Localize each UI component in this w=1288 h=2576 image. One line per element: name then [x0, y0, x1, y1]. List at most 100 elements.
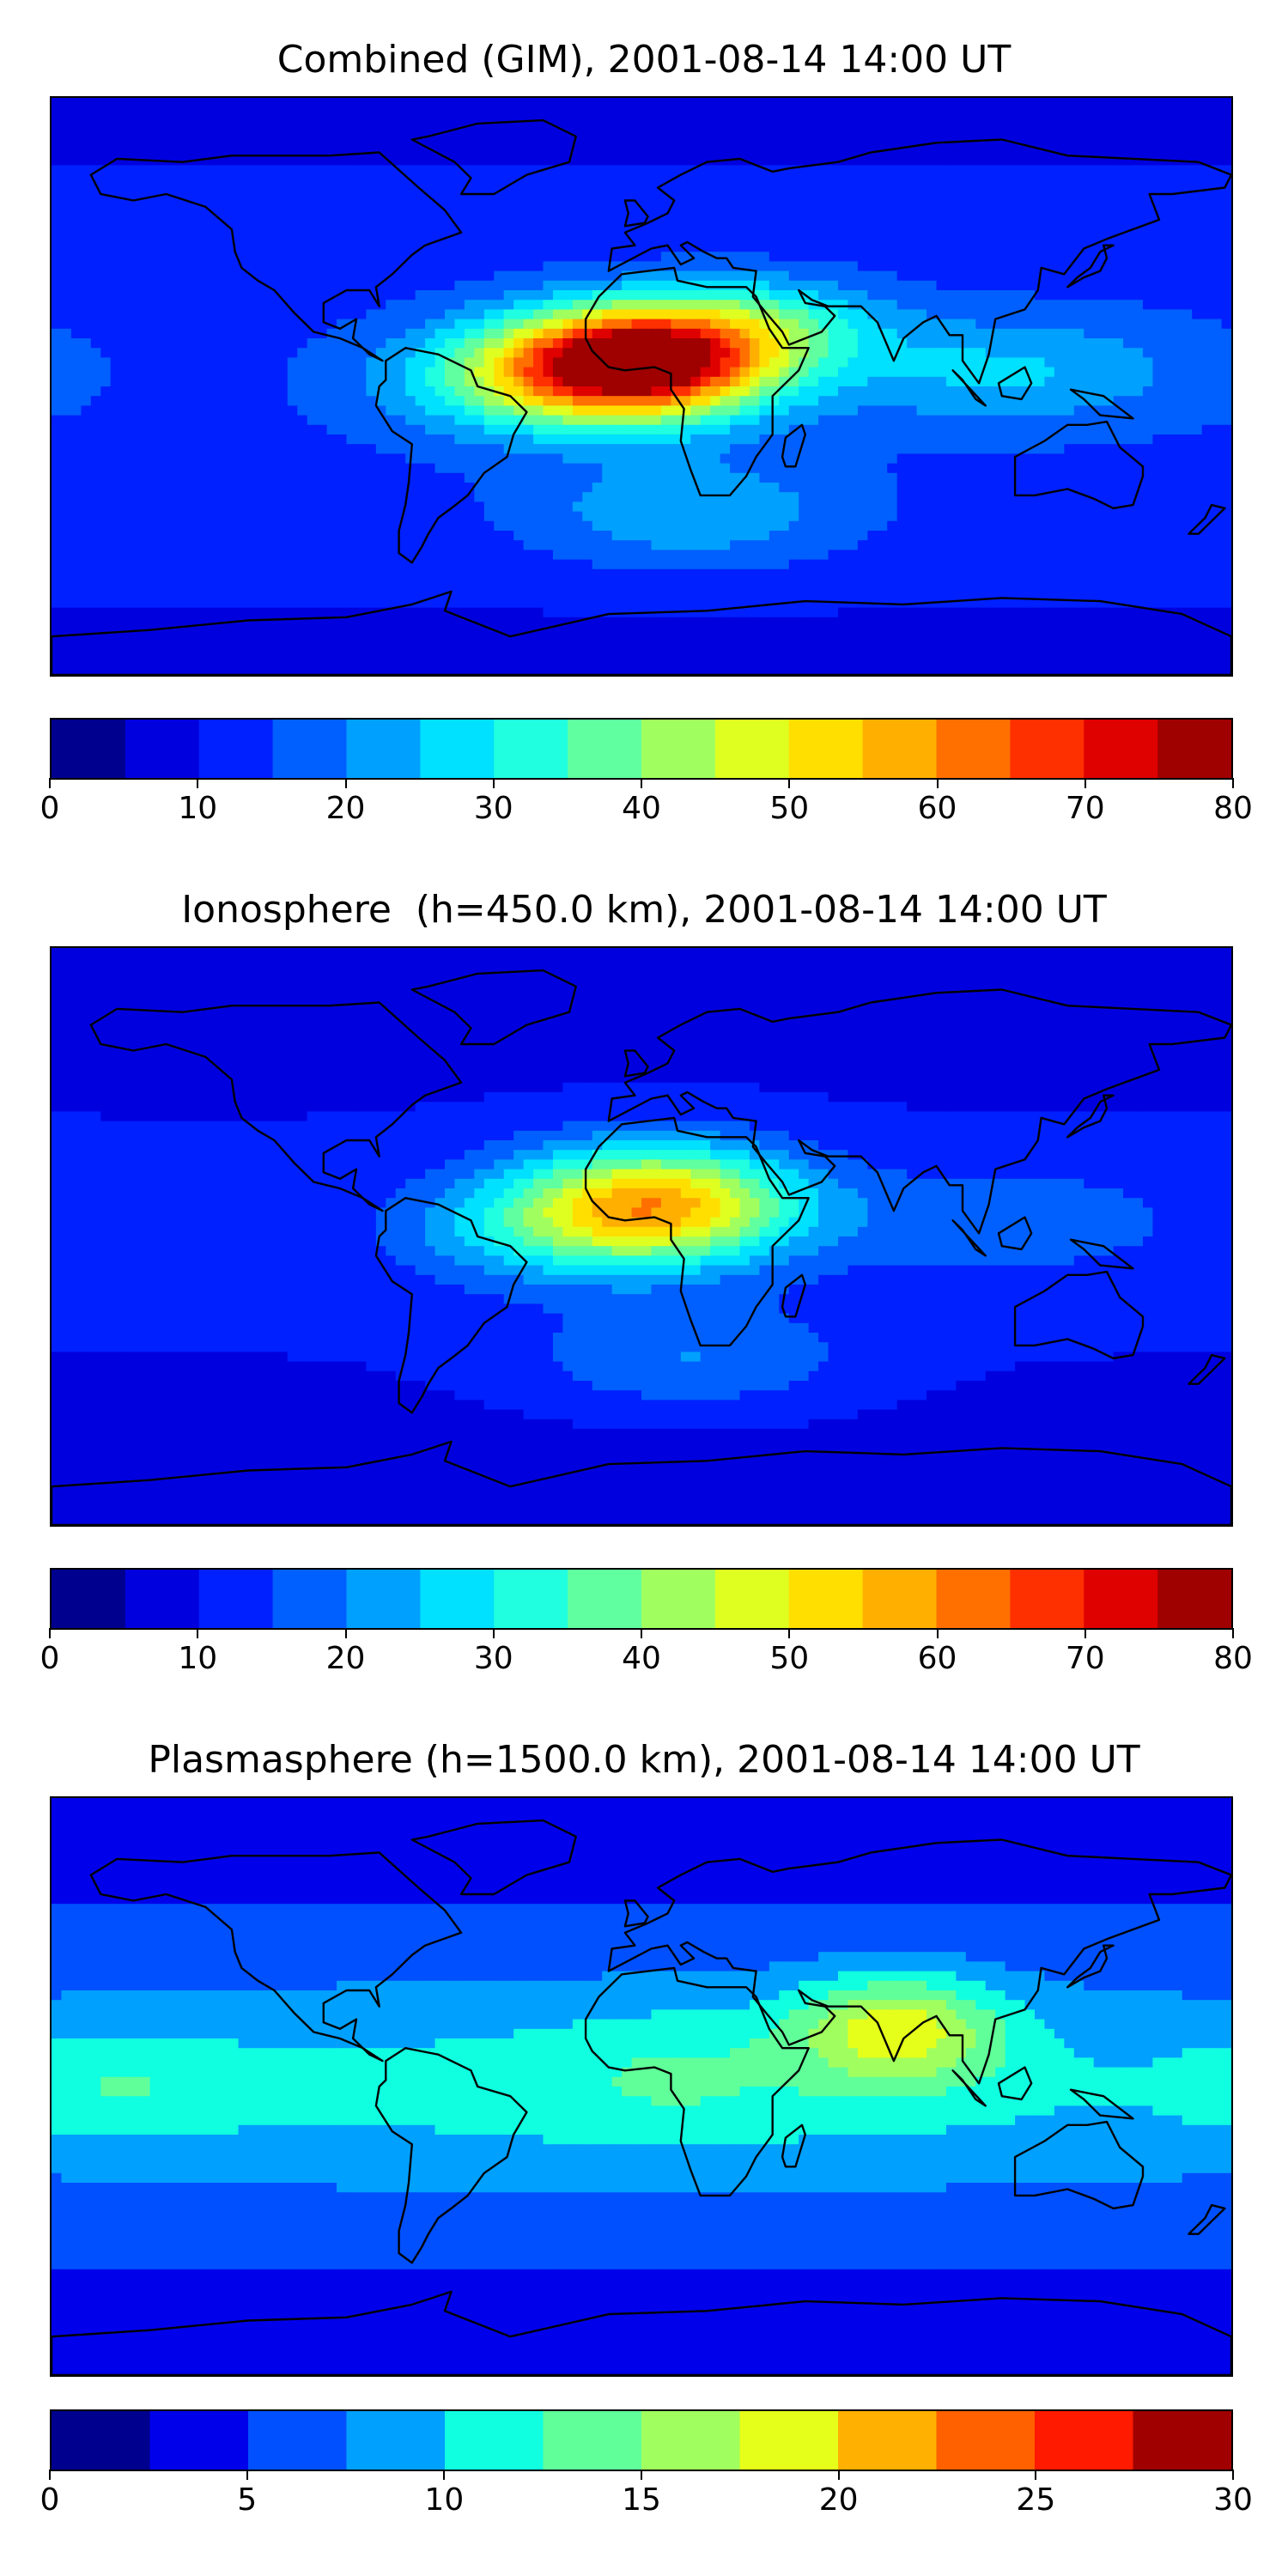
contour-cell	[592, 338, 603, 349]
contour-cell	[415, 328, 426, 339]
contour-cell	[1201, 174, 1212, 185]
contour-cell	[543, 155, 554, 166]
contour-cell	[1054, 348, 1065, 358]
contour-cell	[1073, 483, 1084, 493]
contour-cell	[611, 357, 623, 368]
contour-cell	[788, 213, 799, 224]
contour-cell	[90, 300, 101, 310]
contour-cell	[70, 261, 82, 272]
contour-cell	[945, 184, 957, 195]
contour-cell	[838, 434, 849, 445]
contour-cell	[81, 184, 92, 195]
contour-cell	[788, 126, 799, 137]
contour-cell	[838, 472, 849, 483]
contour-cell	[140, 184, 151, 195]
contour-cell	[907, 146, 918, 156]
contour-cell	[759, 424, 770, 435]
contour-cell	[120, 492, 131, 502]
contour-cell	[120, 386, 131, 397]
contour-cell	[297, 319, 308, 330]
contour-cell	[1073, 405, 1084, 416]
contour-cell	[907, 309, 918, 320]
contour-cell	[848, 424, 859, 435]
contour-cell	[130, 453, 141, 465]
contour-cell	[395, 386, 406, 397]
contour-cell	[1015, 98, 1026, 108]
contour-cell	[759, 434, 770, 445]
contour-cell	[523, 328, 534, 339]
contour-cell	[1093, 174, 1104, 185]
contour-cell	[582, 222, 593, 234]
contour-cell	[1093, 338, 1104, 349]
contour-cell	[995, 126, 1006, 137]
contour-cell	[788, 300, 799, 310]
contour-cell	[651, 270, 662, 282]
contour-cell	[337, 280, 348, 291]
contour-cell	[671, 261, 682, 272]
contour-cell	[828, 165, 839, 176]
contour-cell	[1064, 98, 1075, 108]
contour-cell	[631, 328, 642, 339]
contour-cell	[572, 472, 583, 483]
contour-cell	[877, 424, 888, 435]
contour-cell	[572, 146, 583, 156]
contour-cell	[759, 117, 770, 128]
contour-cell	[975, 117, 987, 128]
contour-cell	[749, 376, 760, 387]
contour-cell	[425, 483, 436, 493]
contour-cell	[198, 222, 210, 234]
contour-cell	[1035, 357, 1046, 368]
contour-cell	[1093, 136, 1104, 147]
contour-cell	[1015, 232, 1026, 243]
contour-cell	[720, 424, 731, 435]
contour-cell	[1123, 357, 1134, 368]
contour-cell	[1024, 194, 1036, 204]
contour-cell	[120, 107, 131, 118]
contour-cell	[228, 319, 240, 330]
contour-cell	[90, 270, 101, 282]
contour-cell	[936, 98, 947, 108]
contour-cell	[936, 155, 947, 166]
contour-cell	[916, 338, 927, 349]
contour-cell	[828, 155, 839, 166]
contour-cell	[425, 184, 436, 195]
contour-cell	[602, 367, 613, 378]
contour-cell	[474, 184, 485, 195]
contour-cell	[857, 424, 868, 435]
contour-cell	[779, 232, 790, 243]
contour-cell	[1201, 194, 1212, 204]
contour-cell	[1035, 376, 1046, 387]
contour-cell	[651, 290, 662, 301]
contour-cell	[405, 213, 416, 224]
contour-cell	[700, 338, 711, 349]
contour-cell	[395, 126, 406, 137]
contour-cell	[877, 357, 888, 368]
contour-cell	[1182, 290, 1193, 301]
contour-cell	[169, 338, 180, 349]
contour-cell	[877, 184, 888, 195]
contour-cell	[1064, 174, 1075, 185]
contour-cell	[1054, 107, 1065, 118]
contour-cell	[189, 357, 200, 368]
contour-cell	[483, 367, 495, 378]
contour-cell	[857, 252, 868, 262]
contour-cell	[228, 174, 240, 185]
contour-cell	[503, 252, 514, 262]
contour-cell	[848, 222, 859, 234]
contour-cell	[209, 348, 220, 358]
contour-cell	[828, 376, 839, 387]
contour-cell	[838, 463, 849, 474]
contour-cell	[120, 357, 131, 368]
contour-cell	[690, 424, 702, 435]
contour-cell	[730, 463, 741, 474]
contour-cell	[611, 184, 623, 195]
contour-cell	[425, 328, 436, 339]
contour-cell	[434, 463, 446, 474]
contour-cell	[198, 405, 210, 416]
contour-cell	[611, 319, 623, 330]
contour-cell	[1152, 348, 1163, 358]
contour-cell	[218, 319, 229, 330]
contour-cell	[189, 338, 200, 349]
contour-cell	[720, 107, 731, 118]
contour-cell	[248, 117, 259, 128]
